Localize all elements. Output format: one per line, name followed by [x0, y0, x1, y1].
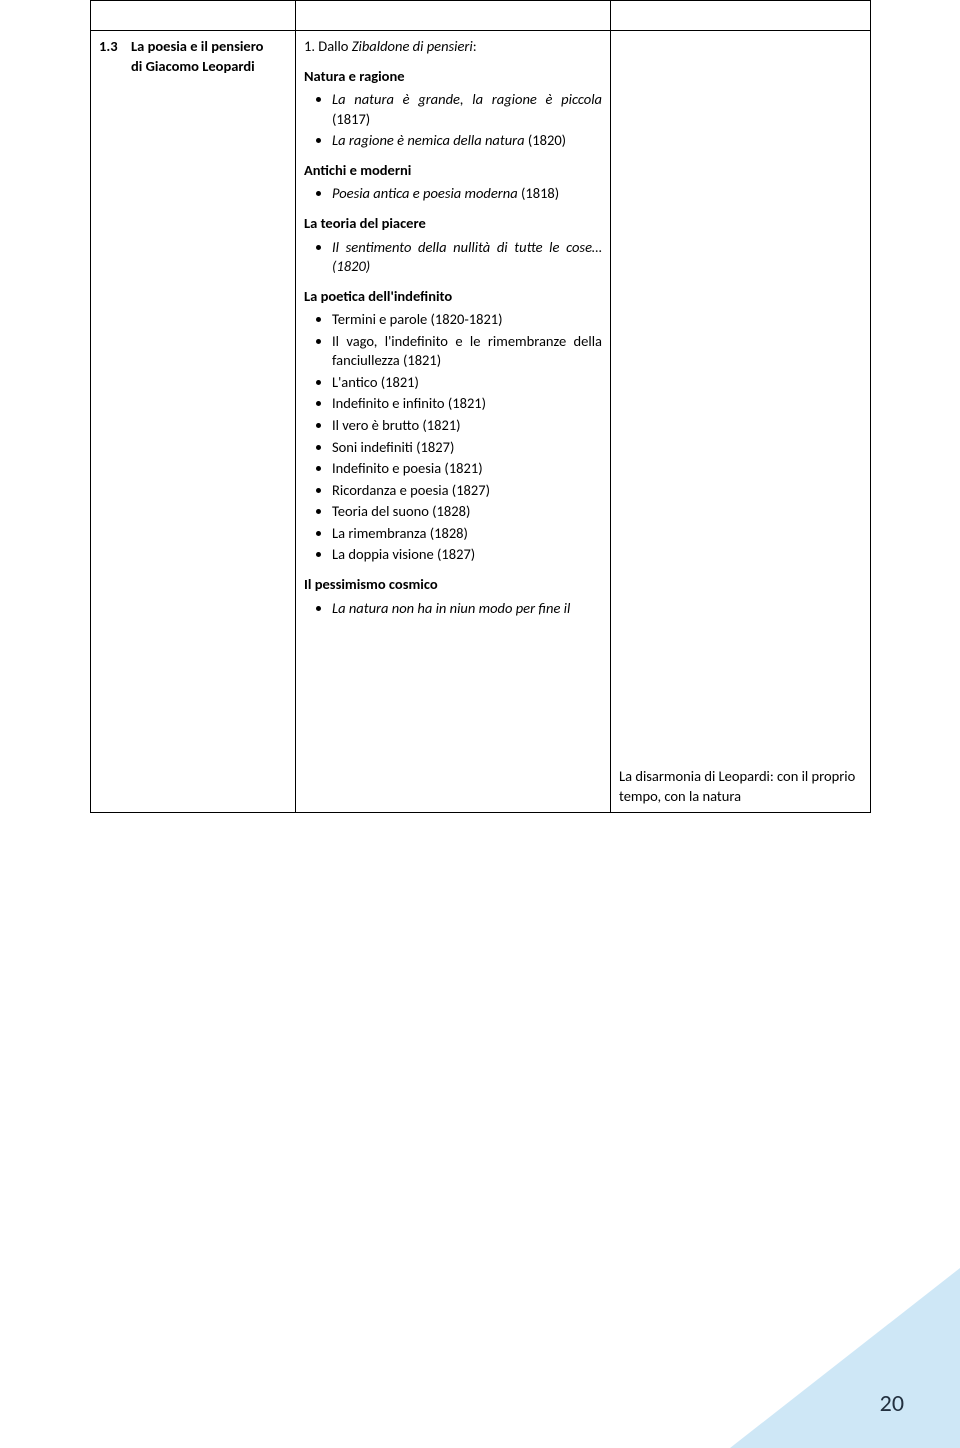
cell-section-label: 1.3 La poesia e il pensiero di Giacomo L… [91, 31, 296, 813]
list-item: Indefinito e infinito (1821) [332, 394, 602, 414]
list-item: Il vero è brutto (1821) [332, 416, 602, 436]
corner-decoration [730, 1268, 960, 1448]
list-item: Teoria del suono (1828) [332, 502, 602, 522]
list-item: Il sentimento della nullità di tutte le … [332, 238, 602, 277]
list-item: Il vago, l'indefinito e le rimembranze d… [332, 332, 602, 371]
content-row: 1.3 La poesia e il pensiero di Giacomo L… [91, 31, 871, 813]
list-item: La ragione è nemica della natura (1820) [332, 131, 602, 151]
list-item: Termini e parole (1820-1821) [332, 310, 602, 330]
list-antichi: Poesia antica e poesia moderna (1818) [332, 184, 602, 204]
subhead-natura: Natura e ragione [304, 67, 602, 87]
list-item: Ricordanza e poesia (1827) [332, 481, 602, 501]
empty-header-row [91, 1, 871, 31]
list-item: La natura è grande, la ragione è piccola… [332, 90, 602, 129]
list-poetica: Termini e parole (1820-1821) Il vago, l'… [332, 310, 602, 565]
list-item: La rimembranza (1828) [332, 524, 602, 544]
intro-ital: Zibaldone di pensieri [352, 37, 473, 55]
list-item: La natura non ha in niun modo per fine i… [332, 599, 602, 619]
list-item: Soni indefiniti (1827) [332, 438, 602, 458]
intro-pre: 1. Dallo [304, 37, 352, 55]
subhead-teoria: La teoria del piacere [304, 214, 602, 234]
page-number: 20 [880, 1389, 904, 1418]
section-number: 1.3 [99, 37, 123, 76]
cell-main-content: 1. Dallo Zibaldone di pensieri: Natura e… [296, 31, 611, 813]
list-teoria: Il sentimento della nullità di tutte le … [332, 238, 602, 277]
intro-post: : [473, 37, 477, 55]
list-item: La doppia visione (1827) [332, 545, 602, 565]
content-table: 1.3 La poesia e il pensiero di Giacomo L… [90, 0, 871, 813]
list-item: Indefinito e poesia (1821) [332, 459, 602, 479]
subhead-pessimismo: Il pessimismo cosmico [304, 575, 602, 595]
side-note-text: La disarmonia di Leopardi: con il propri… [619, 767, 862, 806]
subhead-poetica: La poetica dell'indefinito [304, 287, 602, 307]
section-title-line1: La poesia e il pensiero [131, 37, 263, 57]
subhead-antichi: Antichi e moderni [304, 161, 602, 181]
list-pessimismo: La natura non ha in niun modo per fine i… [332, 599, 602, 619]
list-item: L'antico (1821) [332, 373, 602, 393]
section-title-line2: di Giacomo Leopardi [131, 57, 263, 77]
cell-side-note: La disarmonia di Leopardi: con il propri… [611, 31, 871, 813]
list-natura: La natura è grande, la ragione è piccola… [332, 90, 602, 151]
list-item: Poesia antica e poesia moderna (1818) [332, 184, 602, 204]
